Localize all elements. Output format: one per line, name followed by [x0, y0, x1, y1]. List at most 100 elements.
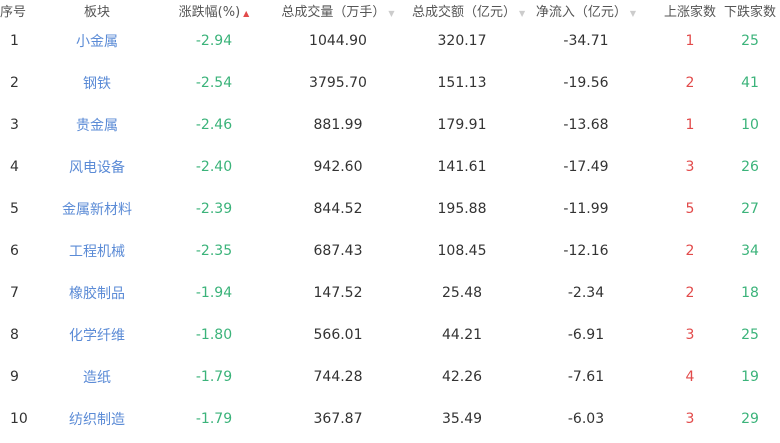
- cell-sector[interactable]: 风电设备: [69, 160, 125, 176]
- cell-netflow: -7.61: [567, 369, 605, 385]
- cell-rank: 3: [10, 117, 19, 133]
- cell-sector[interactable]: 纺织制造: [69, 412, 125, 428]
- cell-down-count: 41: [741, 75, 759, 91]
- header-change-label: 涨跌幅(%): [178, 4, 241, 20]
- cell-netflow: -6.03: [567, 411, 605, 427]
- cell-sector[interactable]: 橡胶制品: [69, 286, 125, 302]
- cell-volume: 3795.70: [309, 75, 367, 91]
- cell-sector[interactable]: 造纸: [83, 370, 111, 386]
- table-row: 3 贵金属 -2.46 881.99 179.91 -13.68 1 10: [0, 104, 780, 146]
- table-row: 9 造纸 -1.79 744.28 42.26 -7.61 4 19: [0, 356, 780, 398]
- cell-volume: 744.28: [313, 369, 363, 385]
- cell-up-count: 2: [685, 243, 695, 259]
- sort-asc-icon[interactable]: ▲: [243, 8, 250, 18]
- cell-down-count: 34: [741, 243, 759, 259]
- cell-amount: 42.26: [441, 369, 483, 385]
- cell-change: -2.39: [195, 201, 233, 217]
- cell-up-count: 4: [685, 369, 695, 385]
- cell-change: -2.40: [195, 159, 233, 175]
- header-netflow[interactable]: 净流入（亿元） ▼: [512, 0, 660, 20]
- header-volume[interactable]: 总成交量（万手） ▼: [264, 0, 412, 20]
- cell-up-count: 2: [685, 285, 695, 301]
- cell-amount: 320.17: [437, 33, 487, 49]
- cell-change: -1.80: [195, 327, 233, 343]
- cell-change: -2.54: [195, 75, 233, 91]
- cell-up-count: 2: [685, 75, 695, 91]
- cell-amount: 108.45: [437, 243, 487, 259]
- cell-down-count: 29: [741, 411, 759, 427]
- cell-netflow: -12.16: [563, 243, 609, 259]
- cell-down-count: 10: [741, 117, 759, 133]
- cell-sector[interactable]: 小金属: [76, 34, 118, 50]
- cell-sector[interactable]: 钢铁: [83, 76, 111, 92]
- cell-amount: 35.49: [441, 411, 483, 427]
- table-row: 4 风电设备 -2.40 942.60 141.61 -17.49 3 26: [0, 146, 780, 188]
- cell-down-count: 27: [741, 201, 759, 217]
- cell-change: -1.79: [195, 411, 233, 427]
- cell-amount: 44.21: [441, 327, 483, 343]
- cell-up-count: 5: [685, 201, 695, 217]
- cell-rank: 1: [10, 33, 19, 49]
- cell-netflow: -34.71: [563, 33, 609, 49]
- table-row: 6 工程机械 -2.35 687.43 108.45 -12.16 2 34: [0, 230, 780, 272]
- cell-volume: 881.99: [313, 117, 363, 133]
- cell-rank: 7: [10, 285, 19, 301]
- header-amount[interactable]: 总成交额（亿元） ▼: [412, 0, 525, 20]
- cell-amount: 195.88: [437, 201, 487, 217]
- header-sector: 板块: [83, 4, 110, 20]
- cell-volume: 844.52: [313, 201, 363, 217]
- sort-desc-icon[interactable]: ▼: [388, 8, 395, 18]
- cell-netflow: -11.99: [563, 201, 609, 217]
- cell-rank: 6: [10, 243, 19, 259]
- sort-desc-icon[interactable]: ▼: [629, 8, 637, 18]
- cell-rank: 4: [10, 159, 19, 175]
- cell-down-count: 18: [741, 285, 759, 301]
- cell-volume: 942.60: [313, 159, 363, 175]
- cell-volume: 687.43: [313, 243, 363, 259]
- cell-change: -1.79: [195, 369, 233, 385]
- cell-sector[interactable]: 贵金属: [76, 118, 118, 134]
- cell-netflow: -6.91: [567, 327, 605, 343]
- cell-sector[interactable]: 工程机械: [69, 244, 125, 260]
- cell-down-count: 25: [741, 327, 759, 343]
- cell-volume: 147.52: [313, 285, 363, 301]
- table-row: 8 化学纤维 -1.80 566.01 44.21 -6.91 3 25: [0, 314, 780, 356]
- cell-down-count: 26: [741, 159, 759, 175]
- cell-amount: 179.91: [437, 117, 487, 133]
- cell-up-count: 1: [685, 117, 695, 133]
- cell-change: -2.35: [195, 243, 233, 259]
- cell-up-count: 3: [685, 327, 695, 343]
- cell-rank: 8: [10, 327, 19, 343]
- cell-volume: 367.87: [313, 411, 363, 427]
- header-netflow-label: 净流入（亿元）: [535, 4, 627, 20]
- table-row: 2 钢铁 -2.54 3795.70 151.13 -19.56 2 41: [0, 62, 780, 104]
- cell-netflow: -17.49: [563, 159, 609, 175]
- cell-amount: 151.13: [437, 75, 487, 91]
- header-volume-label: 总成交量（万手）: [281, 4, 386, 20]
- cell-amount: 141.61: [437, 159, 487, 175]
- cell-up-count: 1: [685, 33, 695, 49]
- header-change[interactable]: 涨跌幅(%) ▲: [164, 0, 264, 20]
- cell-amount: 25.48: [441, 285, 483, 301]
- header-amount-label: 总成交额（亿元）: [412, 4, 517, 20]
- header-row: 序号 板块 涨跌幅(%) ▲ 总成交量（万手） ▼ 总成交额（亿元） ▼ 净流入（亿元…: [0, 0, 780, 20]
- table-row: 1 小金属 -2.94 1044.90 320.17 -34.71 1 25: [0, 20, 780, 62]
- table-row: 5 金属新材料 -2.39 844.52 195.88 -11.99 5 27: [0, 188, 780, 230]
- cell-up-count: 3: [685, 411, 695, 427]
- cell-sector[interactable]: 化学纤维: [69, 328, 125, 344]
- cell-rank: 9: [10, 369, 19, 385]
- cell-netflow: -13.68: [563, 117, 609, 133]
- sort-desc-icon[interactable]: ▼: [519, 8, 526, 18]
- cell-rank: 2: [10, 75, 19, 91]
- cell-rank: 5: [10, 201, 19, 217]
- table-row: 10 纺织制造 -1.79 367.87 35.49 -6.03 3 29: [0, 398, 780, 440]
- cell-change: -2.94: [195, 33, 233, 49]
- cell-volume: 566.01: [313, 327, 363, 343]
- cell-down-count: 25: [741, 33, 759, 49]
- header-up: 上涨家数: [663, 4, 716, 20]
- cell-sector[interactable]: 金属新材料: [62, 202, 132, 218]
- cell-volume: 1044.90: [309, 33, 367, 49]
- cell-up-count: 3: [685, 159, 695, 175]
- cell-change: -2.46: [195, 117, 233, 133]
